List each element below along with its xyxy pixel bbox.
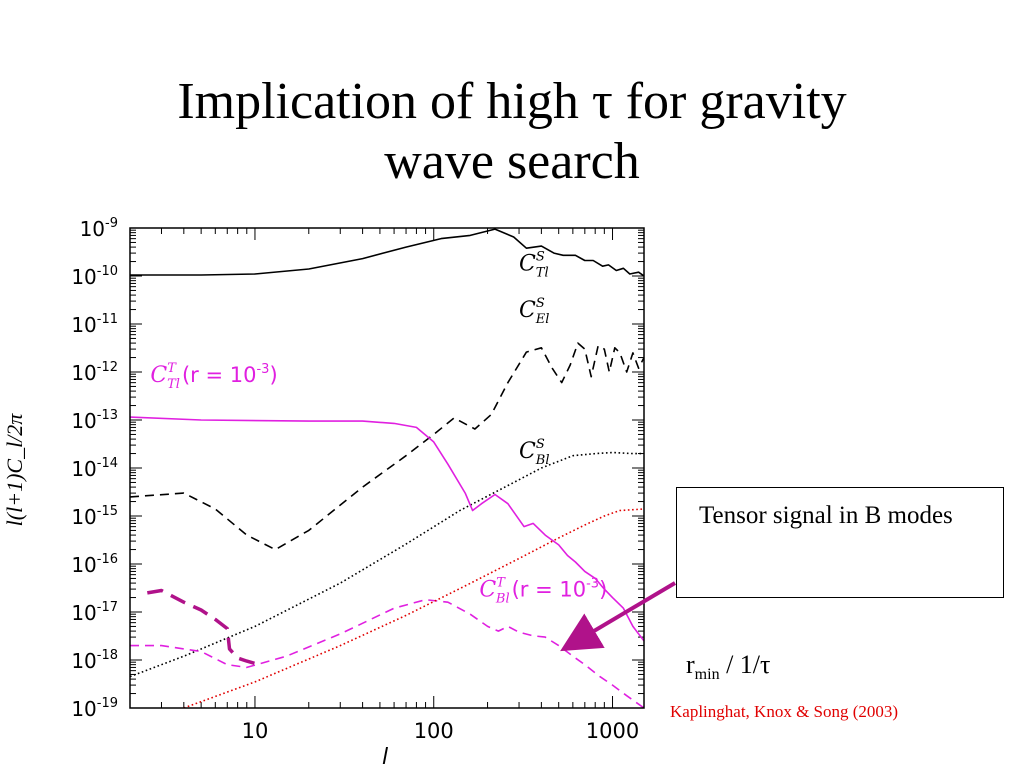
y-tick-mantissa: 10: [71, 313, 96, 337]
curve-superscript: S: [536, 296, 545, 311]
y-tick-label: 10-9: [80, 216, 118, 241]
rmin-subscript: min: [694, 666, 720, 684]
x-tick-label: 10: [242, 719, 269, 743]
citation: Kaplinghat, Knox & Song (2003): [670, 702, 899, 721]
title-line-1: Implication of high τ for gravity: [177, 73, 847, 130]
curve-letter: C: [519, 439, 536, 464]
curve-subscript: Tl: [536, 266, 549, 281]
y-tick-exponent: -12: [97, 360, 118, 375]
y-tick-label: 10-12: [71, 360, 118, 385]
y-tick-label: 10-13: [71, 408, 118, 433]
curve-superscript: T: [167, 361, 177, 376]
y-tick-label: 10-16: [71, 552, 118, 577]
y-tick-label: 10-17: [71, 600, 118, 625]
curve-superscript: S: [536, 437, 545, 452]
curve-superscript: T: [496, 576, 506, 591]
curve-subscript: Bl: [495, 592, 510, 607]
x-tick-labels: 10 100 1000: [242, 719, 640, 743]
y-tick-label: 10-10: [71, 264, 118, 289]
y-tick-exponent: -13: [97, 408, 118, 423]
series-ct-tl: [130, 416, 644, 642]
y-tick-mantissa: 10: [71, 265, 96, 289]
series-cs-bl: [130, 451, 644, 678]
rmin-symbol: r: [686, 650, 695, 679]
y-tick-label: 10-15: [71, 504, 118, 529]
y-tick-mantissa: 10: [71, 409, 96, 433]
series-cs-tl: [130, 228, 644, 277]
label-ct-tl: CT Tl(r = 10-3): [150, 361, 277, 392]
series-cs-el: [130, 342, 644, 551]
curve-superscript: S: [536, 250, 545, 265]
curve-parameter: (r = 10: [182, 363, 257, 387]
slide-title: Implication of high τ for gravity wave s…: [0, 72, 1024, 192]
curve-letter: C: [519, 298, 536, 323]
y-tick-exponent: -15: [97, 504, 118, 519]
label-cs-el: CS El: [519, 296, 549, 327]
y-tick-exponent: -16: [97, 552, 118, 567]
y-tick-exponent: -14: [97, 456, 118, 471]
curve-parameter-exponent: -3: [256, 362, 269, 377]
y-tick-mantissa: 10: [71, 361, 96, 385]
y-tick-exponent: -11: [97, 312, 118, 327]
y-tick-exponent: -17: [97, 600, 118, 615]
curve-parameter: (r = 10: [512, 578, 587, 602]
y-tick-mantissa: 10: [71, 553, 96, 577]
label-ct-bl: CT Bl(r = 10-3): [479, 576, 607, 607]
y-tick-labels: 10-910-1010-1110-1210-1310-1410-1510-161…: [71, 216, 118, 721]
plot-frame: [129, 227, 645, 709]
y-tick-mantissa: 10: [71, 601, 96, 625]
callout-arrow: [560, 581, 677, 652]
series-ct-bl: [130, 598, 644, 708]
y-tick-mantissa: 10: [71, 697, 96, 721]
y-tick-label: 10-18: [71, 648, 118, 673]
rmin-relation: rmin / 1/τ: [686, 650, 770, 684]
x-tick-label: 100: [414, 719, 454, 743]
y-tick-exponent: -9: [105, 216, 118, 231]
y-tick-mantissa: 10: [80, 217, 105, 241]
curve-parameter-close: ): [599, 578, 607, 602]
title-line-2: wave search: [384, 133, 640, 190]
x-axis-label: l: [382, 745, 388, 768]
curve-parameter-close: ): [269, 363, 277, 387]
y-tick-mantissa: 10: [71, 505, 96, 529]
y-axis-label: l(l+1)C_l/2π: [2, 413, 27, 527]
y-tick-exponent: -18: [97, 648, 118, 663]
y-tick-mantissa: 10: [71, 457, 96, 481]
tensor-signal-callout: Tensor signal in B modes: [676, 487, 1004, 598]
curve-subscript: Bl: [535, 453, 550, 468]
curve-letter: C: [479, 578, 496, 603]
label-cs-bl: CS Bl: [519, 437, 549, 468]
curve-subscript: El: [535, 312, 550, 327]
curve-parameter-exponent: -3: [586, 577, 599, 592]
axis-ticks: [129, 228, 644, 709]
label-cs-tl: CS Tl: [519, 250, 549, 281]
curve-letter: C: [519, 252, 536, 277]
y-tick-exponent: -10: [97, 264, 118, 279]
y-tick-label: 10-14: [71, 456, 118, 481]
x-tick-label: 1000: [586, 719, 639, 743]
rmin-tail: / 1/τ: [719, 650, 771, 679]
y-tick-label: 10-11: [71, 312, 118, 337]
series-purple-heavy: [147, 588, 256, 666]
data-series: [130, 228, 644, 708]
curve-letter: C: [150, 363, 167, 388]
y-tick-label: 10-19: [71, 696, 118, 721]
y-tick-exponent: -19: [97, 696, 118, 711]
y-tick-mantissa: 10: [71, 649, 96, 673]
curve-subscript: Tl: [167, 377, 180, 392]
